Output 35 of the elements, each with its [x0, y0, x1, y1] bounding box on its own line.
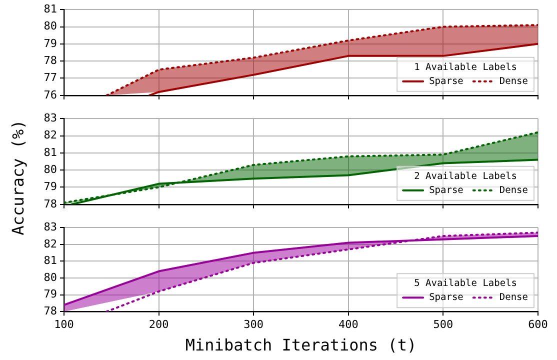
- y-tick-label: 80: [44, 20, 57, 33]
- legend-label: Dense: [499, 292, 528, 304]
- legend-title: 5 Available Labels: [414, 278, 518, 290]
- y-tick-label: 76: [44, 88, 57, 102]
- x-tick-label: 200: [148, 318, 169, 332]
- x-axis-title: Minibatch Iterations (t): [185, 336, 417, 355]
- y-tick-label: 82: [44, 237, 57, 250]
- legend-label: Sparse: [429, 76, 464, 87]
- legend-label: Dense: [499, 184, 528, 196]
- legend-label: Sparse: [429, 292, 464, 304]
- y-tick-label: 83: [44, 111, 57, 124]
- y-tick-label: 77: [44, 71, 57, 84]
- x-tick-label: 100: [54, 318, 74, 332]
- x-tick-label: 300: [244, 318, 264, 332]
- y-tick-label: 81: [44, 146, 57, 159]
- y-tick-label: 81: [44, 254, 57, 268]
- y-tick-label: 79: [44, 288, 57, 301]
- y-tick-label: 79: [44, 180, 57, 194]
- y-tick-label: 80: [44, 162, 57, 176]
- legend-title: 2 Available Labels: [414, 170, 518, 182]
- y-axis-title: Accuracy (%): [8, 118, 28, 238]
- x-tick-label: 400: [338, 318, 358, 332]
- y-tick-label: 78: [44, 304, 57, 318]
- y-tick-label: 83: [44, 220, 57, 234]
- legend-label: Sparse: [429, 184, 464, 196]
- y-tick-label: 78: [44, 54, 57, 67]
- y-tick-label: 80: [44, 270, 57, 284]
- y-tick-label: 81: [44, 2, 57, 16]
- y-tick-label: 78: [44, 197, 57, 210]
- legend-title: 1 Available Labels: [414, 62, 518, 73]
- x-tick-label: 500: [433, 318, 454, 332]
- legend-label: Dense: [499, 76, 528, 87]
- y-tick-label: 79: [44, 36, 57, 50]
- y-tick-label: 82: [44, 128, 57, 142]
- x-tick-label: 600: [528, 318, 548, 332]
